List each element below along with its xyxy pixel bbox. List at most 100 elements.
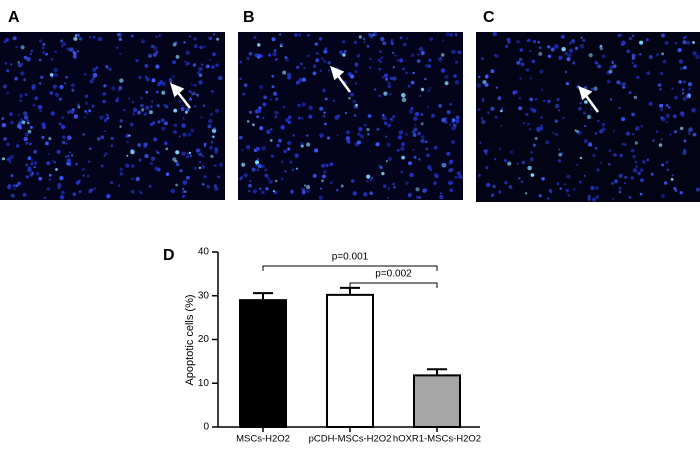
nucleus — [193, 166, 197, 170]
nucleus — [45, 52, 48, 56]
arrows — [170, 65, 600, 113]
nucleus — [618, 190, 622, 194]
bar — [239, 299, 287, 428]
nucleus — [259, 85, 264, 89]
nucleus — [31, 85, 36, 90]
nucleus — [681, 92, 685, 95]
nucleus — [118, 86, 123, 90]
nucleus — [170, 188, 175, 194]
nucleus — [440, 68, 446, 73]
nucleus — [66, 158, 72, 163]
nucleus — [108, 67, 112, 71]
nucleus — [599, 47, 604, 51]
nucleus — [323, 111, 326, 114]
nucleus — [683, 148, 687, 152]
nucleus — [547, 99, 551, 104]
nucleus — [479, 141, 482, 144]
nucleus — [145, 105, 150, 110]
nucleus — [103, 84, 107, 88]
nucleus — [181, 190, 186, 194]
nucleus — [208, 145, 213, 150]
nucleus — [320, 57, 324, 60]
nucleus — [152, 121, 156, 125]
nucleus — [219, 162, 224, 167]
nucleus — [342, 40, 346, 44]
nucleus — [628, 91, 632, 95]
nucleus — [158, 34, 162, 37]
nucleus — [182, 194, 185, 198]
nucleus — [586, 114, 592, 120]
nucleus — [529, 157, 534, 162]
nucleus — [336, 134, 339, 137]
nucleus — [583, 111, 587, 115]
nucleus — [540, 116, 543, 119]
nucleus — [255, 160, 259, 165]
nucleus — [601, 122, 606, 127]
nucleus — [281, 160, 284, 164]
nucleus — [17, 61, 20, 64]
nucleus — [536, 126, 539, 130]
nucleus — [206, 184, 210, 189]
nucleus — [532, 108, 537, 113]
nucleus — [69, 47, 74, 52]
nucleus — [397, 135, 402, 140]
nucleus — [184, 110, 188, 114]
nucleus — [284, 170, 287, 173]
nucleus — [210, 154, 214, 159]
nucleus — [438, 104, 442, 108]
nucleus — [280, 42, 284, 46]
nucleus — [268, 53, 272, 57]
nucleus — [156, 90, 159, 94]
nucleus — [481, 57, 484, 60]
nucleus — [550, 190, 553, 194]
nucleus — [590, 185, 595, 191]
nucleus — [21, 120, 26, 125]
nucleus — [396, 148, 400, 152]
nucleus — [267, 177, 270, 180]
nucleus — [518, 96, 522, 100]
nucleus — [1, 123, 7, 128]
nucleus — [165, 147, 169, 151]
nucleus — [574, 129, 577, 132]
nucleus — [590, 108, 593, 111]
nucleus — [572, 39, 575, 43]
nucleus — [614, 154, 617, 157]
nucleus — [199, 161, 202, 164]
nucleus — [59, 84, 64, 90]
nucleus — [678, 59, 684, 64]
nucleus — [564, 70, 568, 74]
nucleus — [10, 63, 13, 66]
nucleus — [41, 135, 45, 140]
nucleus — [329, 181, 333, 185]
nucleus — [119, 52, 122, 55]
nucleus — [23, 55, 28, 60]
nucleus — [61, 190, 65, 195]
nucleus — [526, 122, 530, 126]
nucleus — [251, 167, 256, 172]
nucleus — [38, 176, 43, 181]
nucleus — [58, 122, 62, 126]
nucleus — [131, 177, 134, 181]
nucleus — [611, 182, 614, 185]
nucleus — [153, 45, 158, 51]
nucleus — [75, 180, 80, 185]
nucleus — [215, 63, 219, 68]
nucleus — [516, 162, 519, 165]
nucleus — [190, 128, 195, 133]
nucleus — [384, 73, 389, 78]
nucleus — [23, 111, 28, 116]
nucleus — [287, 147, 291, 151]
nucleus — [59, 195, 65, 200]
nucleus — [300, 62, 303, 66]
nucleus — [306, 189, 310, 193]
nucleus — [150, 105, 153, 108]
nucleus — [1, 117, 5, 120]
nucleus — [321, 163, 326, 168]
nucleus — [673, 186, 677, 190]
nucleus — [294, 153, 299, 158]
nucleus — [374, 88, 377, 91]
nucleus — [300, 117, 304, 120]
nucleus — [541, 89, 544, 92]
nucleus — [639, 178, 645, 183]
nucleus — [637, 171, 641, 176]
